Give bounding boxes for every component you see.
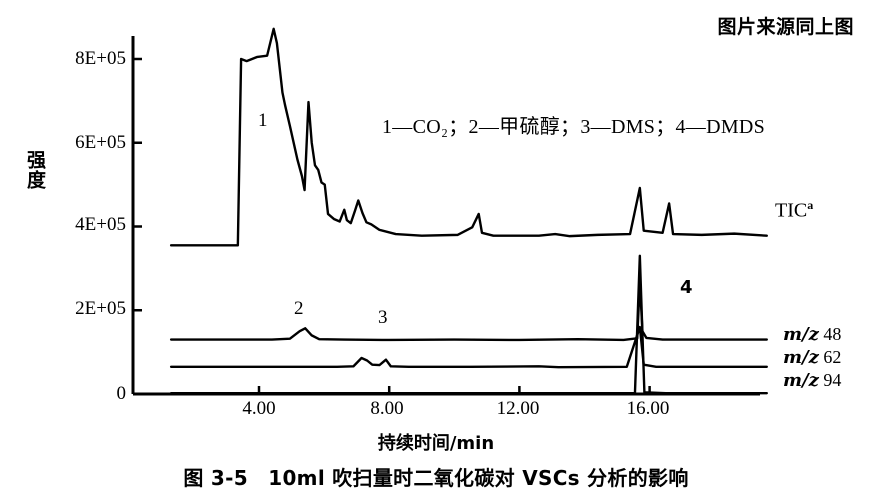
trace-label-tic: TICa [775, 198, 813, 223]
x-tick-label-12: 12.00 [496, 398, 540, 419]
mz-prefix-48: m/z [783, 324, 819, 345]
x-axis-title: 持续时间/min [0, 429, 872, 455]
figure-caption: 图 3-5 10ml 吹扫量时二氧化碳对 VSCs 分析的影响 [183, 466, 689, 490]
y-tick-label-4e5: 4E+05 [75, 214, 126, 235]
x-tick-label-16: 16.00 [626, 398, 670, 419]
trace-m-z-48 [169, 280, 768, 342]
mz-prefix-94: m/z [783, 370, 819, 391]
y-tick-label-6e5: 6E+05 [75, 132, 126, 153]
peak-label-4: 4 [680, 277, 693, 298]
y-tick-label-0: 0 [116, 383, 127, 404]
trace-label-tic-text: TIC [775, 199, 808, 222]
peak-label-2: 2 [294, 298, 304, 319]
peak-label-1: 1 [258, 110, 268, 131]
trace-label-tic-footnote: a [807, 198, 814, 212]
y-axis-ticks [133, 57, 142, 312]
x-axis-title-text: 持续时间/min [377, 433, 495, 454]
trace-tic [169, 27, 768, 247]
trace-label-mz94: m/z 94 [783, 370, 841, 391]
y-tick-label-8e5: 8E+05 [75, 48, 126, 69]
trace-m-z-94 [169, 254, 768, 395]
trace-m-z-62 [169, 325, 768, 369]
legend-text: 1—CO₂；2—甲硫醇；3—DMS；4—DMDS [382, 116, 766, 138]
mz-prefix-62: m/z [783, 347, 819, 368]
data-series-group [169, 27, 768, 395]
trace-label-mz62: m/z 62 [783, 347, 841, 368]
y-axis-title: 强度 [24, 150, 46, 190]
source-note: 图片来源同上图 [717, 16, 854, 38]
mz-value-48: 48 [823, 324, 842, 344]
trace-label-mz48: m/z 48 [783, 324, 841, 345]
mz-value-94: 94 [823, 370, 842, 390]
x-tick-label-4: 4.00 [242, 398, 276, 419]
peak-label-3: 3 [378, 307, 388, 328]
mz-value-62: 62 [823, 347, 842, 367]
y-tick-label-2e5: 2E+05 [75, 298, 126, 319]
x-tick-label-8: 8.00 [370, 398, 404, 419]
